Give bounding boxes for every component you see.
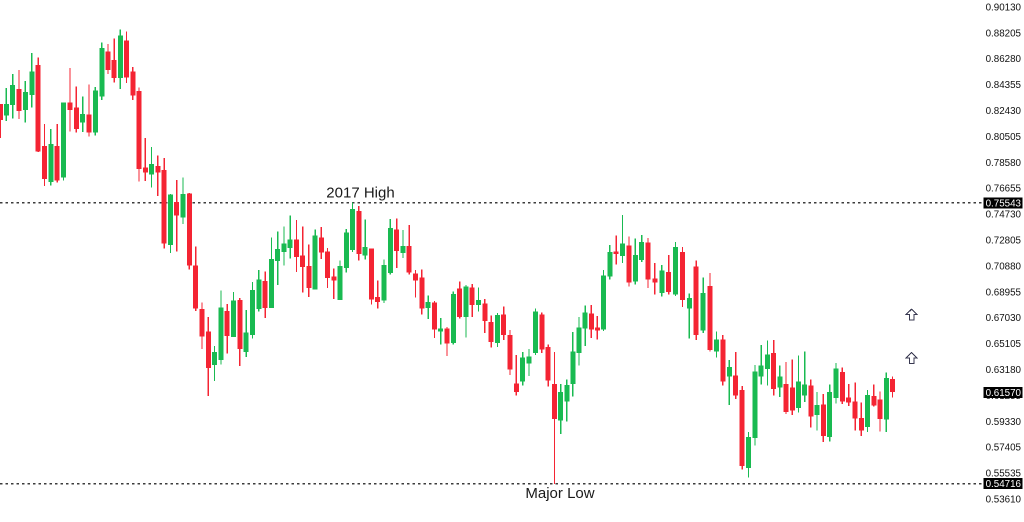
svg-text:0.70880: 0.70880 — [986, 261, 1022, 272]
svg-text:0.67030: 0.67030 — [986, 313, 1022, 324]
svg-text:0.78580: 0.78580 — [986, 158, 1022, 169]
svg-text:0.82430: 0.82430 — [986, 106, 1022, 117]
svg-text:0.54716: 0.54716 — [986, 479, 1022, 490]
svg-text:0.59330: 0.59330 — [986, 417, 1022, 428]
svg-text:0.90130: 0.90130 — [986, 2, 1022, 13]
svg-text:0.55535: 0.55535 — [986, 468, 1022, 479]
svg-text:0.63180: 0.63180 — [986, 365, 1022, 376]
svg-text:0.88205: 0.88205 — [986, 28, 1022, 39]
svg-text:0.84355: 0.84355 — [986, 80, 1022, 91]
svg-text:Major Low: Major Low — [525, 485, 594, 502]
svg-text:2017 High: 2017 High — [326, 185, 394, 202]
svg-text:0.80505: 0.80505 — [986, 132, 1022, 143]
svg-text:0.76655: 0.76655 — [986, 184, 1022, 195]
svg-text:0.75543: 0.75543 — [986, 198, 1022, 209]
svg-text:0.65105: 0.65105 — [986, 339, 1022, 350]
svg-text:0.53610: 0.53610 — [986, 494, 1022, 505]
svg-text:0.68955: 0.68955 — [986, 287, 1022, 298]
svg-text:0.72805: 0.72805 — [986, 236, 1022, 247]
svg-text:0.74730: 0.74730 — [986, 210, 1022, 221]
svg-text:0.86280: 0.86280 — [986, 54, 1022, 65]
svg-text:0.57405: 0.57405 — [986, 443, 1022, 454]
svg-text:0.61570: 0.61570 — [986, 388, 1022, 399]
